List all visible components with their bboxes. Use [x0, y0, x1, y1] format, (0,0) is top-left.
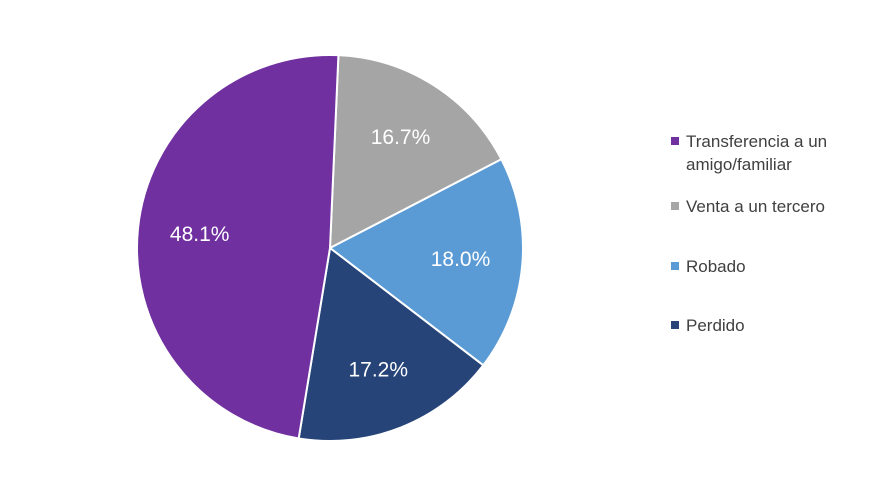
- legend-swatch-transferencia: [671, 137, 679, 145]
- data-label-venta: 16.7%: [371, 126, 431, 149]
- legend-swatch-perdido: [671, 321, 679, 329]
- legend-label-robado: Robado: [686, 257, 746, 276]
- data-label-transferencia: 48.1%: [170, 223, 230, 246]
- legend-label-venta: Venta a un tercero: [686, 197, 825, 216]
- data-label-perdido: 17.2%: [348, 358, 408, 381]
- legend-swatch-robado: [671, 262, 679, 270]
- legend-swatch-venta: [671, 202, 679, 210]
- pie-slice-perdido: [297, 247, 485, 442]
- legend-label-perdido: Perdido: [686, 316, 745, 335]
- pie-slice-transferencia: [136, 54, 340, 440]
- data-label-robado: 18.0%: [431, 248, 491, 271]
- pie-slice-robado: [329, 158, 524, 367]
- legend-label-transferencia: Transferencia a un amigo/familiar: [686, 132, 828, 174]
- pie-slice-venta: [329, 54, 503, 249]
